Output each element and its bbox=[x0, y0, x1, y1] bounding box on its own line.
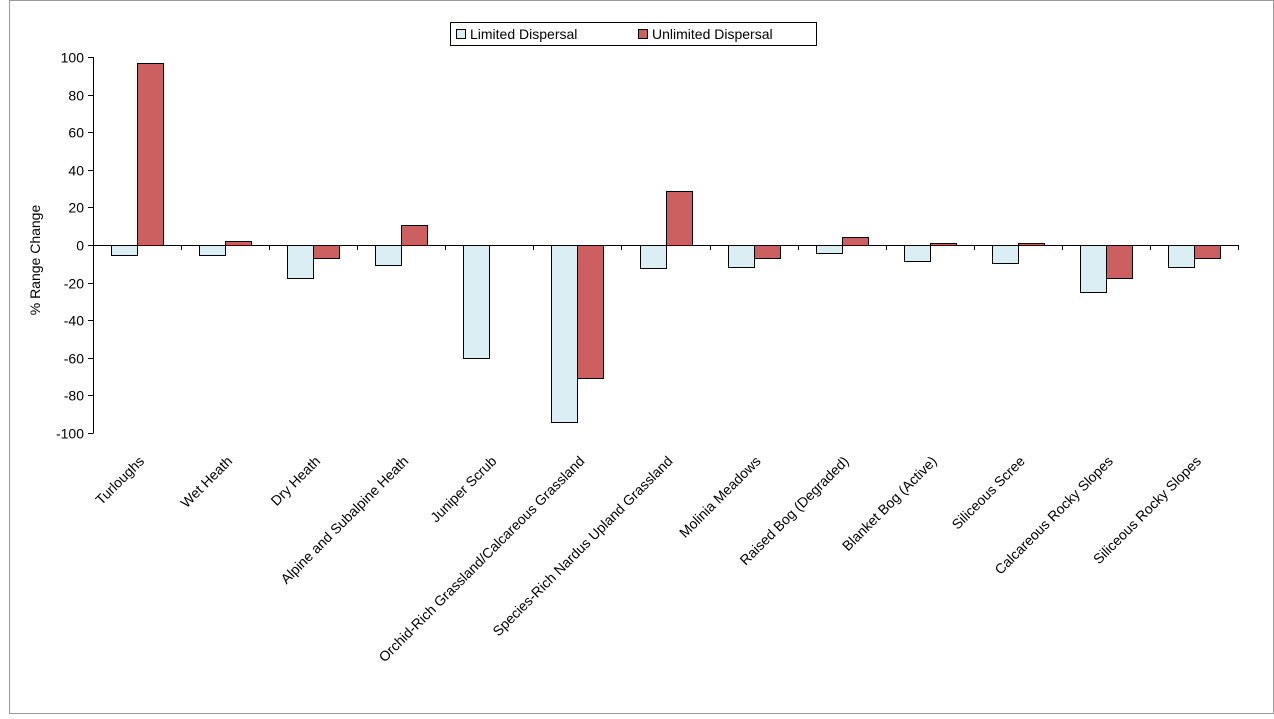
legend-box bbox=[450, 22, 817, 46]
bar-limited-dispersal bbox=[287, 245, 314, 279]
bar-limited-dispersal bbox=[199, 245, 226, 256]
y-tick-label: -20 bbox=[64, 276, 84, 292]
bar-limited-dispersal bbox=[816, 245, 843, 254]
bar-unlimited-dispersal bbox=[754, 245, 781, 259]
bar-unlimited-dispersal bbox=[137, 63, 164, 246]
bar-limited-dispersal bbox=[463, 245, 490, 359]
bar-limited-dispersal bbox=[375, 245, 402, 266]
bar-unlimited-dispersal bbox=[225, 241, 252, 246]
legend: Limited Dispersal Unlimited Dispersal bbox=[450, 22, 817, 46]
y-tick-label: -40 bbox=[64, 313, 84, 329]
bar-limited-dispersal bbox=[992, 245, 1019, 264]
y-tick-label: -60 bbox=[64, 351, 84, 367]
y-tick-label: -100 bbox=[56, 426, 84, 442]
bar-limited-dispersal bbox=[1168, 245, 1195, 268]
bar-limited-dispersal bbox=[551, 245, 578, 423]
y-tick-label: 80 bbox=[68, 88, 84, 104]
y-axis-label: % Range Change bbox=[27, 205, 43, 316]
bar-unlimited-dispersal bbox=[842, 237, 869, 246]
bar-limited-dispersal bbox=[111, 245, 138, 256]
bar-unlimited-dispersal bbox=[1018, 243, 1045, 246]
y-tick-label: 60 bbox=[68, 125, 84, 141]
y-tick-label: 40 bbox=[68, 163, 84, 179]
bar-unlimited-dispersal bbox=[1194, 245, 1221, 259]
bar-layer bbox=[111, 63, 1221, 423]
y-tick-label: -80 bbox=[64, 388, 84, 404]
bar-unlimited-dispersal bbox=[1106, 245, 1133, 279]
y-tick-label: 0 bbox=[76, 238, 84, 254]
bar-limited-dispersal bbox=[904, 245, 931, 262]
bar-limited-dispersal bbox=[728, 245, 755, 268]
y-tick-label: 100 bbox=[61, 50, 85, 66]
legend-swatch-limited bbox=[456, 29, 466, 39]
legend-label-limited: Limited Dispersal bbox=[470, 26, 577, 42]
bar-unlimited-dispersal bbox=[666, 191, 693, 246]
legend-swatch-unlimited bbox=[638, 29, 648, 39]
bar-unlimited-dispersal bbox=[577, 245, 604, 379]
bar-unlimited-dispersal bbox=[930, 243, 957, 246]
y-tick-label: 20 bbox=[68, 200, 84, 216]
plot-area-border bbox=[9, 0, 1274, 714]
bar-limited-dispersal bbox=[640, 245, 667, 269]
bar-limited-dispersal bbox=[1080, 245, 1107, 293]
bar-unlimited-dispersal bbox=[401, 225, 428, 246]
bar-unlimited-dispersal bbox=[313, 245, 340, 259]
legend-label-unlimited: Unlimited Dispersal bbox=[652, 26, 773, 42]
